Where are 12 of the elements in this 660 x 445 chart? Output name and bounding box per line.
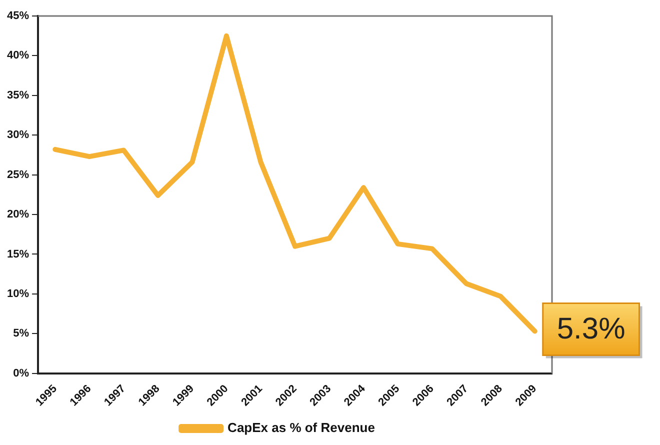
y-tick-label: 45% bbox=[6, 10, 30, 22]
y-tick-label: 20% bbox=[6, 208, 30, 221]
y-tick-label: 25% bbox=[6, 168, 30, 181]
y-tick-label: 40% bbox=[6, 50, 30, 62]
y-tick-label: 10% bbox=[6, 288, 30, 300]
data-label: 5.3% bbox=[556, 312, 626, 346]
y-tick-label: 15% bbox=[6, 248, 30, 260]
y-tick-label: 35% bbox=[6, 89, 30, 102]
y-tick-label: 0% bbox=[13, 367, 30, 380]
legend-label: CapEx as % of Revenue bbox=[228, 420, 375, 436]
y-tick-label: 30% bbox=[6, 129, 30, 142]
y-tick-label: 5% bbox=[13, 328, 30, 340]
